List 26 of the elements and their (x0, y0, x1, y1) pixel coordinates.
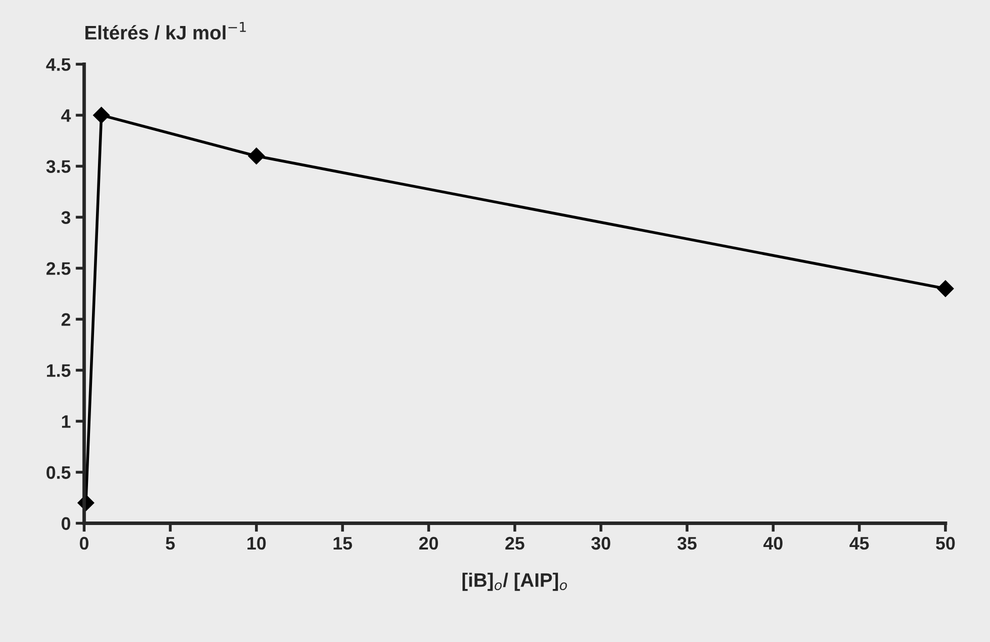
point (937, 280, 954, 297)
y-tick-label: 3.5 (46, 160, 70, 173)
x-tick-label: 45 (850, 537, 869, 550)
x-tick-label: 15 (334, 537, 352, 550)
y-tick-label: 4.5 (46, 58, 70, 71)
y-tick-label: 4 (61, 109, 71, 122)
x-tick-label: 5 (166, 537, 175, 550)
x-tick-label: 25 (505, 536, 524, 550)
y-tick-label: 2 (62, 313, 70, 326)
y-tick-label: 1 (62, 415, 70, 428)
x-tick-label: 50 (936, 536, 955, 550)
y-tick-label: 3 (61, 211, 70, 224)
x-tick-label: 10 (248, 536, 266, 550)
y-axis-title: Eltérés / kJ mol$^{−1}$ (85, 22, 246, 40)
x-tick-label: 20 (419, 536, 438, 550)
x-tick-label: 0 (80, 536, 88, 550)
point (93, 106, 110, 124)
point (248, 148, 265, 164)
y-tick-label: 2.5 (46, 262, 70, 275)
x-tick-label: 40 (763, 536, 782, 550)
y-tick-label: 0.5 (46, 466, 70, 479)
x-tick-label: 30 (591, 536, 610, 550)
y-tick-label: 1.5 (46, 364, 70, 377)
x-tick-label: 35 (677, 536, 697, 550)
x-axis-title: [iB]$_{o}$/ [AIP]$_{o}$ (462, 572, 567, 591)
y-tick-label: 0 (62, 517, 70, 530)
